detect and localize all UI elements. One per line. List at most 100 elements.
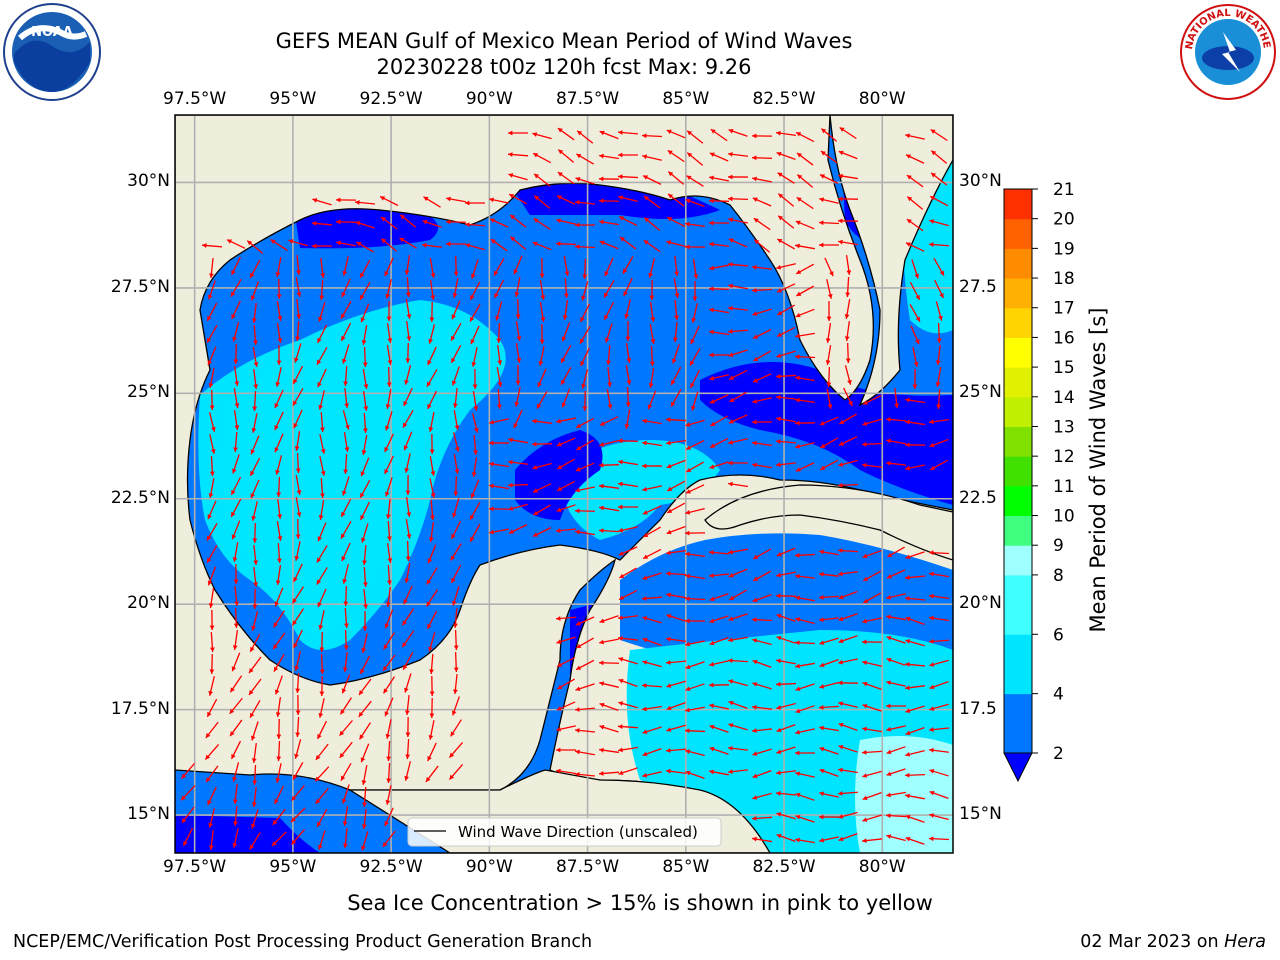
wind-arrow-head xyxy=(580,338,585,344)
lon-tick-label-bottom: 82.5°W xyxy=(752,857,816,877)
wind-arrow-head xyxy=(753,576,759,581)
wind-arrow-head xyxy=(251,802,257,807)
wind-arrow-head xyxy=(229,708,235,714)
legend-label: Wind Wave Direction (unscaled) xyxy=(458,823,698,841)
lon-tick-label-top: 90°W xyxy=(465,89,513,109)
wind-arrow-head xyxy=(317,536,323,542)
wind-arrow-head xyxy=(422,219,428,225)
wind-arrow-head xyxy=(795,792,801,798)
wind-arrow-head xyxy=(508,459,513,465)
wind-arrow-head xyxy=(667,217,673,222)
wind-arrow-head xyxy=(385,293,391,299)
wind-arrow-head xyxy=(668,193,673,199)
wind-arrow-head xyxy=(247,240,253,246)
wind-arrow-head xyxy=(318,712,324,718)
wind-arrow-head xyxy=(317,602,322,608)
wind-arrow-head xyxy=(838,680,843,686)
wind-arrow-head xyxy=(363,406,369,411)
sea-ice-note: Sea Ice Concentration > 15% is shown in … xyxy=(347,891,933,915)
wind-arrow-head xyxy=(404,578,410,583)
credit-machine: Hera xyxy=(1224,932,1266,952)
colorbar-tick-label: 17 xyxy=(1053,299,1075,319)
wind-arrow-head xyxy=(618,724,623,730)
wind-arrow-head xyxy=(292,620,297,626)
wind-arrow-head xyxy=(829,271,834,277)
wind-arrow-head xyxy=(667,150,673,155)
wind-arrow-head xyxy=(728,572,734,578)
wind-arrow-head xyxy=(345,424,350,430)
wind-arrow-head xyxy=(692,296,698,301)
wind-arrow-head xyxy=(752,815,757,821)
wind-arrow-head xyxy=(209,273,214,278)
wind-arrow-head xyxy=(709,596,715,602)
lon-tick-label-bottom: 95°W xyxy=(269,857,317,877)
wind-arrow-head xyxy=(618,747,623,753)
wind-arrow-head xyxy=(406,336,412,341)
wind-arrow-head xyxy=(752,617,757,623)
wind-arrow-head xyxy=(404,687,409,693)
wind-arrow-head xyxy=(428,537,434,542)
wind-arrow-head xyxy=(776,791,781,796)
wind-arrow-head xyxy=(359,690,364,696)
wind-arrow-head xyxy=(685,530,690,536)
wind-arrow-head xyxy=(296,292,302,297)
wind-arrow-head xyxy=(690,360,695,366)
wind-arrow-head xyxy=(938,315,943,321)
wind-arrow-head xyxy=(819,746,825,752)
wind-arrow-head xyxy=(361,845,366,851)
wind-arrow-head xyxy=(666,768,671,774)
wind-arrow-head xyxy=(820,174,826,179)
wind-arrow-head xyxy=(359,734,364,740)
wind-arrow-head xyxy=(862,553,868,559)
wind-arrow-head xyxy=(728,419,734,424)
wind-arrow-head xyxy=(207,514,212,520)
wind-arrow-head xyxy=(556,528,561,533)
wind-arrow-head xyxy=(690,382,695,388)
lon-tick-label-top: 87.5°W xyxy=(555,89,620,109)
wind-arrow-head xyxy=(795,420,800,426)
wind-arrow-head xyxy=(776,833,782,839)
wind-arrow-head xyxy=(667,508,673,513)
wind-arrow-head xyxy=(686,467,692,472)
wind-arrow-head xyxy=(642,729,648,734)
wind-arrow-head xyxy=(905,752,911,757)
wind-arrow-head xyxy=(575,686,581,692)
wind-arrow-head xyxy=(343,381,349,386)
wind-arrow-head xyxy=(293,400,298,406)
wind-arrow-head xyxy=(819,768,825,774)
wind-arrow-head xyxy=(674,271,679,276)
wind-arrow-head xyxy=(320,448,326,454)
wind-arrow-head xyxy=(336,197,341,203)
wind-arrow-head xyxy=(795,573,800,579)
wind-arrow-head xyxy=(385,425,390,431)
wind-arrow-head xyxy=(825,338,831,343)
wind-arrow-head xyxy=(470,294,475,300)
wind-arrow-head xyxy=(532,465,538,470)
wind-arrow-head xyxy=(429,317,435,322)
wind-arrow-head xyxy=(886,726,892,732)
wind-arrow-head xyxy=(405,754,411,759)
wind-arrow-head xyxy=(252,604,258,609)
wind-arrow-head xyxy=(796,291,802,296)
wind-arrow-head xyxy=(296,314,302,319)
wind-arrow-head xyxy=(625,336,631,341)
wind-arrow-head xyxy=(449,774,455,780)
wind-arrow-head xyxy=(317,359,322,365)
wind-arrow-head xyxy=(728,238,734,243)
wind-arrow-head xyxy=(291,839,297,845)
wind-arrow-head xyxy=(561,357,566,363)
wind-arrow-head xyxy=(209,669,215,674)
wind-arrow-head xyxy=(599,639,604,645)
wind-arrow-head xyxy=(795,375,800,381)
wind-arrow-head xyxy=(929,219,935,224)
wind-arrow-head xyxy=(315,754,321,760)
wind-arrow-head xyxy=(295,710,301,715)
wind-arrow-head xyxy=(728,151,733,157)
wind-arrow-head xyxy=(363,428,368,433)
wind-arrow-head xyxy=(423,196,429,202)
wind-arrow-head xyxy=(905,596,910,601)
colorbar-tick-label: 6 xyxy=(1053,625,1064,645)
wind-arrow-head xyxy=(288,239,294,244)
wind-arrow-head xyxy=(709,746,715,752)
wind-arrow-head xyxy=(838,767,843,773)
